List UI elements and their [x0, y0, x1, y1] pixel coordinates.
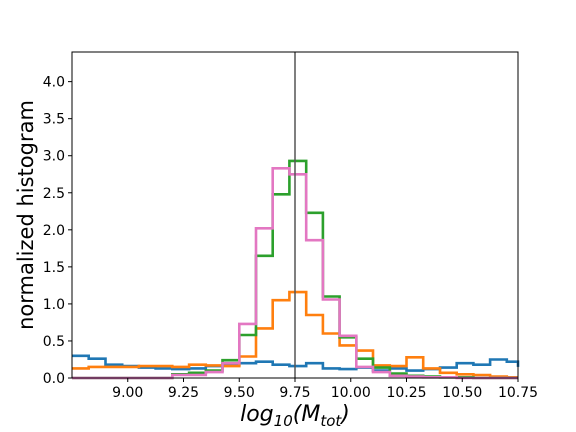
- y-tick-label: 1.0: [43, 297, 65, 313]
- x-axis-label-subscript: 10: [274, 412, 293, 430]
- x-axis-label-mid: (M: [293, 402, 321, 427]
- x-axis-label: log10(Mtot): [240, 402, 350, 430]
- y-tick-label: 4.0: [43, 75, 65, 91]
- y-axis-ticks: 0.0 0.5 1.0 1.5 2.0 2.5 3.0 3.5 4.0: [43, 75, 72, 387]
- histogram-series-3: [72, 167, 518, 380]
- y-axis-label: normalized histogram: [14, 100, 38, 330]
- y-tick-label: 3.5: [43, 112, 65, 128]
- y-tick-label: 2.0: [43, 223, 65, 239]
- x-tick-label: 10.00: [331, 385, 371, 401]
- x-tick-label: 10.50: [442, 385, 482, 401]
- x-axis-label-subscript-tot: tot: [320, 412, 342, 430]
- histogram-series-0: [72, 354, 520, 372]
- y-tick-label: 0.0: [43, 371, 65, 387]
- x-tick-label: 9.75: [279, 385, 310, 401]
- x-tick-label: 10.75: [498, 385, 538, 401]
- x-tick-label: 9.25: [168, 385, 199, 401]
- x-axis-ticks: 9.00 9.25 9.50 9.75 10.00 10.25 10.50 10.75: [112, 378, 538, 401]
- histogram-series-group: [72, 159, 520, 380]
- x-axis-label-end: ): [339, 402, 350, 427]
- x-axis-label-base: log: [240, 402, 274, 427]
- y-tick-label: 3.0: [43, 149, 65, 165]
- y-tick-label: 1.5: [43, 260, 65, 276]
- x-tick-label: 9.50: [224, 385, 255, 401]
- x-tick-label: 10.25: [386, 385, 426, 401]
- x-tick-label: 9.00: [112, 385, 143, 401]
- y-tick-label: 2.5: [43, 186, 65, 202]
- y-tick-label: 0.5: [43, 334, 65, 350]
- histogram-series-1: [72, 290, 518, 379]
